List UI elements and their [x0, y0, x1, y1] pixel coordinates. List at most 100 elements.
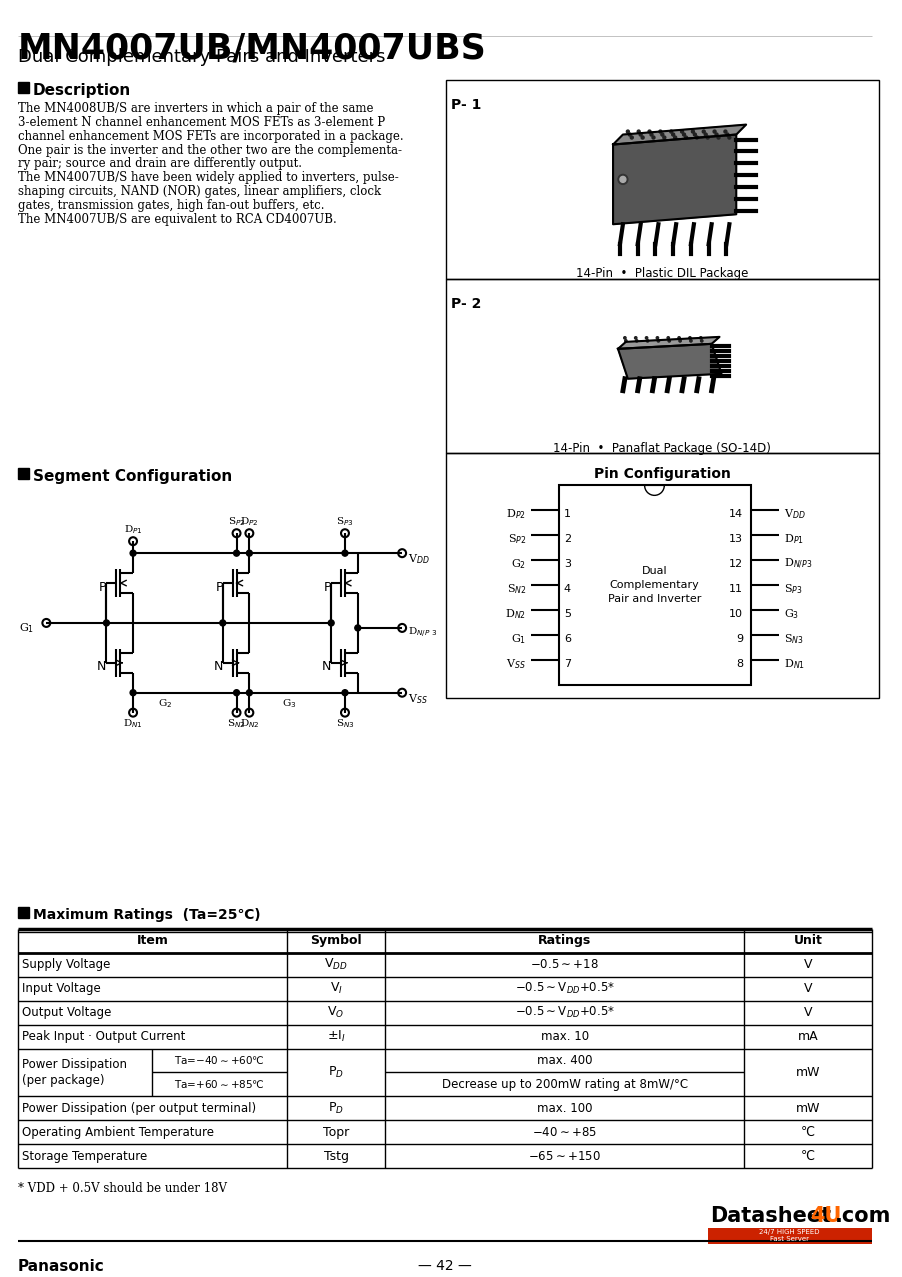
Text: D$_{P2}$: D$_{P2}$ [506, 507, 526, 521]
Text: S$_{N3}$: S$_{N3}$ [336, 718, 354, 730]
Text: Decrease up to 200mW rating at 8mW/°C: Decrease up to 200mW rating at 8mW/°C [441, 1078, 687, 1091]
Text: 13: 13 [728, 534, 742, 544]
Circle shape [639, 133, 641, 137]
Text: 14-Pin  •  Plastic DIL Package: 14-Pin • Plastic DIL Package [575, 267, 748, 280]
Circle shape [669, 130, 672, 133]
Bar [18, 82, 29, 93]
Text: Item: Item [136, 935, 168, 948]
Text: max. 100: max. 100 [537, 1102, 592, 1115]
Circle shape [246, 690, 252, 696]
Text: 3-element N channel enhancement MOS FETs as 3-element P: 3-element N channel enhancement MOS FETs… [18, 116, 384, 129]
Text: 9: 9 [735, 633, 742, 644]
Bar [18, 469, 29, 479]
Text: Symbol: Symbol [310, 935, 362, 948]
Text: $-$40$\sim$+85: $-$40$\sim$+85 [531, 1126, 596, 1139]
Polygon shape [617, 344, 721, 379]
Text: N: N [213, 660, 223, 673]
Text: Power Dissipation
(per package): Power Dissipation (per package) [22, 1057, 126, 1087]
Circle shape [667, 337, 668, 340]
Text: Ta=+60$\sim$+85℃: Ta=+60$\sim$+85℃ [174, 1078, 265, 1091]
Circle shape [129, 538, 137, 545]
Circle shape [42, 619, 51, 627]
Text: 14: 14 [728, 510, 742, 520]
Text: ℃: ℃ [800, 1149, 815, 1162]
Text: Dual
Complementary
Pair and Inverter: Dual Complementary Pair and Inverter [607, 566, 700, 604]
Bar [445, 79, 879, 280]
Circle shape [624, 340, 626, 342]
Circle shape [646, 340, 648, 342]
Text: N: N [321, 660, 331, 673]
Text: The MN4008UB/S are inverters in which a pair of the same: The MN4008UB/S are inverters in which a … [18, 102, 373, 115]
Text: P- 1: P- 1 [451, 97, 482, 111]
Circle shape [626, 130, 629, 133]
Text: Topr: Topr [323, 1126, 349, 1139]
Text: D$_{P2}$: D$_{P2}$ [240, 516, 258, 529]
Circle shape [651, 137, 654, 139]
Circle shape [688, 337, 690, 340]
Text: mW: mW [795, 1066, 820, 1079]
Text: mA: mA [797, 1031, 817, 1043]
Circle shape [673, 137, 676, 139]
Text: G$_1$: G$_1$ [511, 632, 526, 646]
Circle shape [617, 175, 627, 184]
Text: The MN4007UB/S have been widely applied to inverters, pulse-: The MN4007UB/S have been widely applied … [18, 171, 398, 184]
Text: N: N [97, 660, 106, 673]
Text: S$_{N2}$: S$_{N2}$ [506, 582, 526, 596]
Circle shape [219, 619, 226, 626]
Text: Ta=$-$40$\sim$+60℃: Ta=$-$40$\sim$+60℃ [174, 1055, 265, 1066]
Bar [18, 907, 29, 918]
Text: 10: 10 [728, 609, 742, 619]
Polygon shape [617, 337, 719, 349]
Circle shape [727, 137, 730, 139]
Text: G$_1$: G$_1$ [19, 621, 34, 635]
Text: D$_{P1}$: D$_{P1}$ [783, 533, 803, 547]
Circle shape [714, 133, 717, 137]
Circle shape [635, 340, 637, 342]
Circle shape [620, 176, 625, 183]
Text: S$_{P2}$: S$_{P2}$ [507, 533, 526, 547]
Circle shape [667, 340, 669, 342]
Text: D$_{N2}$: D$_{N2}$ [239, 718, 259, 730]
Circle shape [104, 619, 109, 626]
Text: P: P [323, 581, 331, 594]
Text: shaping circuits, NAND (NOR) gates, linear amplifiers, clock: shaping circuits, NAND (NOR) gates, line… [18, 185, 381, 198]
Text: One pair is the inverter and the other two are the complementa-: One pair is the inverter and the other t… [18, 143, 401, 157]
Circle shape [649, 133, 652, 137]
Text: Output Voltage: Output Voltage [22, 1006, 111, 1019]
Circle shape [657, 340, 658, 342]
Text: Peak Input · Output Current: Peak Input · Output Current [22, 1031, 185, 1043]
Circle shape [623, 337, 625, 340]
Bar [445, 453, 879, 697]
Text: D$_{N2}$: D$_{N2}$ [505, 607, 526, 621]
Text: D$_{N1}$: D$_{N1}$ [783, 656, 804, 670]
Bar [558, 485, 750, 684]
Circle shape [689, 340, 691, 342]
Circle shape [342, 550, 347, 557]
Circle shape [342, 690, 347, 696]
Text: .com: .com [834, 1205, 890, 1226]
Text: ry pair; source and drain are differently output.: ry pair; source and drain are differentl… [18, 157, 301, 170]
Circle shape [130, 690, 136, 696]
Text: Power Dissipation (per output terminal): Power Dissipation (per output terminal) [22, 1102, 255, 1115]
Circle shape [713, 130, 715, 133]
Text: D$_{N/P\ 3}$: D$_{N/P\ 3}$ [408, 626, 437, 640]
Text: V: V [803, 982, 812, 995]
Text: 8: 8 [735, 659, 742, 669]
Circle shape [705, 137, 708, 139]
Text: Datasheet: Datasheet [709, 1205, 830, 1226]
Text: G$_2$: G$_2$ [511, 557, 526, 571]
Text: Input Voltage: Input Voltage [22, 982, 100, 995]
Text: $-$0.5$\sim$V$_{DD}$+0.5*: $-$0.5$\sim$V$_{DD}$+0.5* [514, 1005, 614, 1020]
Circle shape [398, 688, 406, 697]
Bar [445, 280, 879, 453]
Circle shape [341, 709, 348, 716]
Circle shape [725, 133, 728, 137]
Text: 11: 11 [728, 584, 742, 594]
Circle shape [130, 550, 136, 557]
Text: G$_3$: G$_3$ [783, 607, 798, 621]
Text: 24/7 HIGH SPEED
Fast Server: 24/7 HIGH SPEED Fast Server [759, 1228, 819, 1243]
Text: Storage Temperature: Storage Temperature [22, 1149, 147, 1162]
Text: ±I$_I$: ±I$_I$ [327, 1029, 345, 1045]
Text: 14-Pin  •  Panaflat Package (SO-14D): 14-Pin • Panaflat Package (SO-14D) [553, 442, 770, 455]
Circle shape [354, 624, 360, 631]
